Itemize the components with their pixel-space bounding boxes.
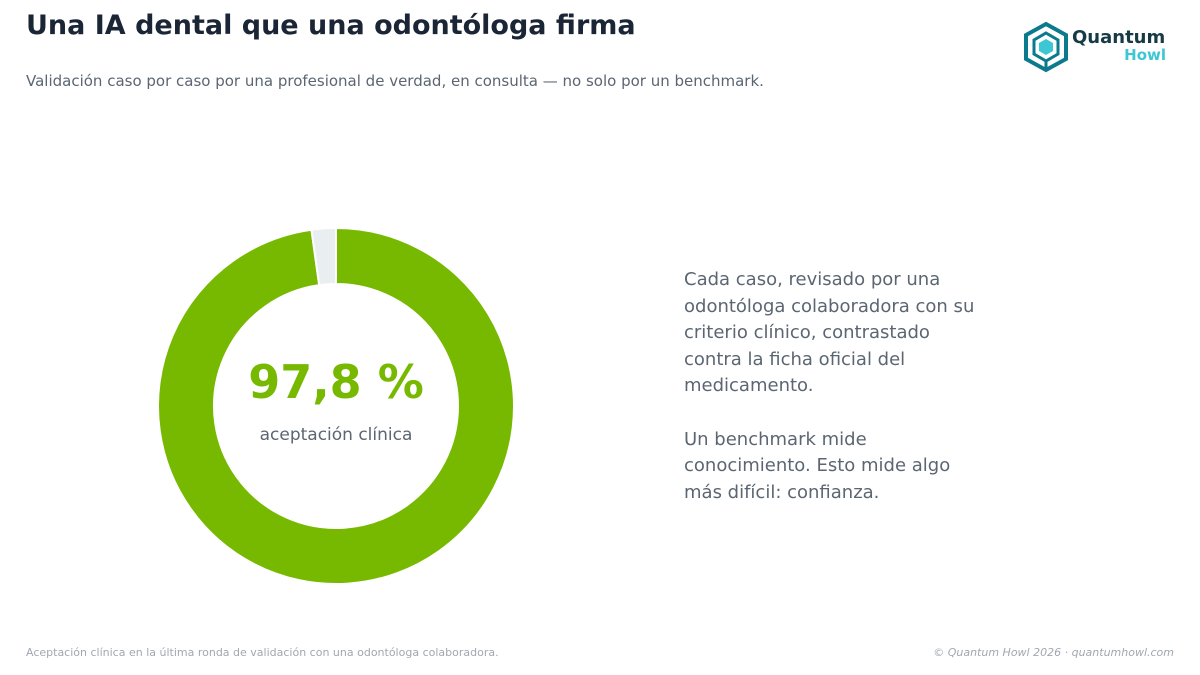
donut-slice-1 bbox=[310, 226, 337, 287]
logo-word-secondary: Howl bbox=[1124, 46, 1166, 64]
page-title: Una IA dental que una odontóloga firma bbox=[26, 10, 636, 41]
donut-slice-0 bbox=[157, 226, 515, 585]
logo-word-primary: Quantum bbox=[1072, 27, 1166, 48]
donut-center-value: 97,8 % bbox=[248, 355, 424, 409]
copyright-credit: © Quantum Howl 2026 · quantumhowl.com bbox=[933, 646, 1174, 659]
side-paragraph-2: Un benchmark mide conocimiento. Esto mid… bbox=[684, 428, 951, 503]
hexagon-logo-icon bbox=[1024, 21, 1068, 73]
donut-center-label: aceptación clínica bbox=[259, 425, 413, 445]
page-subtitle: Validación caso por caso por una profesi… bbox=[26, 72, 764, 90]
side-description: Cada caso, revisado por una odontóloga c… bbox=[684, 267, 984, 506]
footnote: Aceptación clínica en la última ronda de… bbox=[26, 646, 499, 659]
donut-chart bbox=[157, 226, 515, 585]
brand-logo: Quantum Howl bbox=[1020, 20, 1170, 76]
side-paragraph-1: Cada caso, revisado por una odontóloga c… bbox=[684, 269, 975, 396]
